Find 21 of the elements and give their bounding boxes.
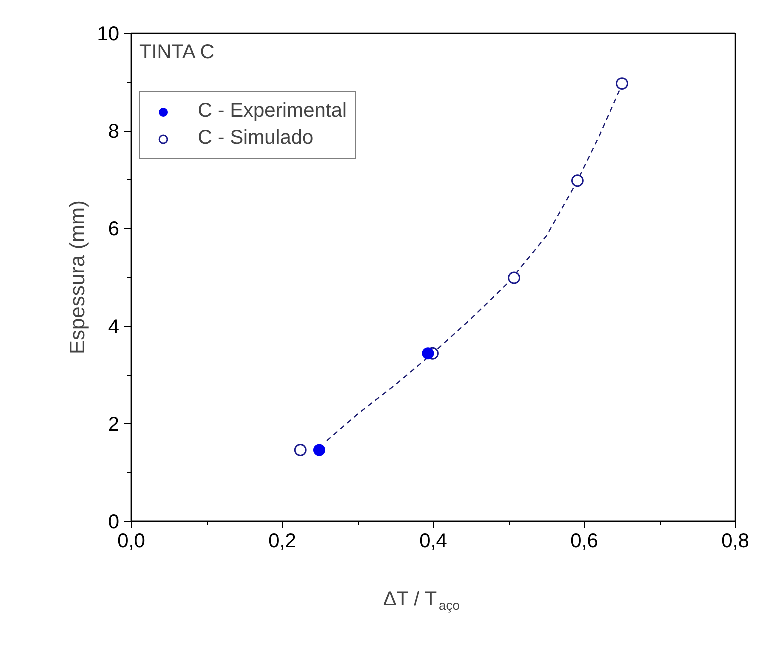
annotation: TINTA C [140, 42, 215, 64]
point [572, 174, 584, 188]
y-tick-label: 6 [108, 218, 120, 241]
point [313, 444, 326, 456]
x-tick-label: 0,6 [570, 530, 598, 552]
legend-label: C - Experimental [198, 100, 347, 123]
x-tick-label: 0,8 [722, 530, 750, 552]
legend-label: C - Simulado [198, 127, 314, 150]
y-axis-title: Espessura (mm) [66, 200, 90, 355]
y-tick-label: 10 [97, 24, 120, 46]
point [616, 78, 628, 90]
y-tick-label: 8 [108, 121, 120, 144]
y-tick-label: 2 [108, 414, 120, 436]
x-tick-label: 0,0 [118, 530, 146, 552]
y-tick-label: 4 [108, 316, 120, 338]
point [294, 444, 307, 456]
point [422, 348, 434, 360]
y-tick-label: 0 [108, 512, 120, 534]
x-tick-label: 0,4 [420, 530, 448, 552]
x-tick-label: 0,2 [268, 530, 296, 552]
point [508, 272, 520, 284]
